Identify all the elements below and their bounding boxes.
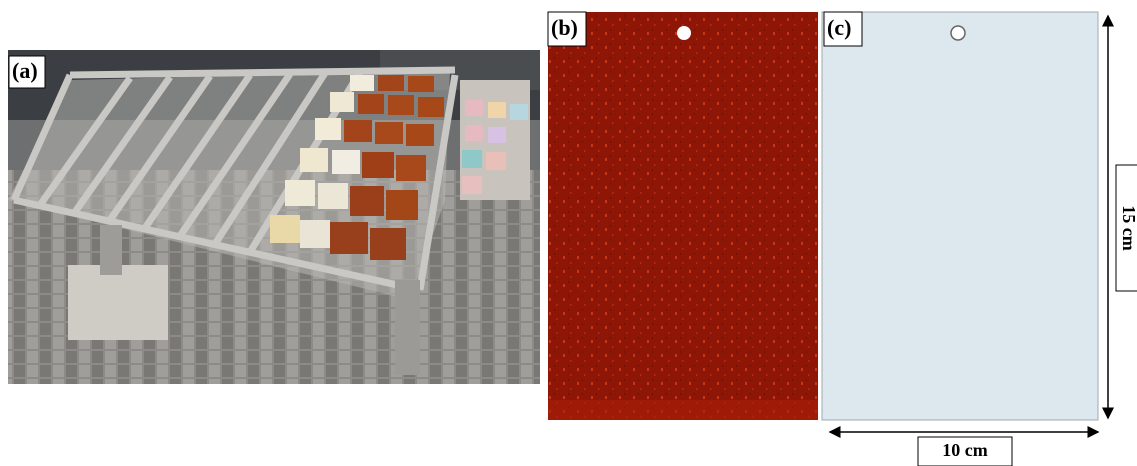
hole (677, 26, 691, 40)
panel-label: (b) (551, 15, 578, 40)
hole (951, 26, 965, 40)
width-label: 10 cm (942, 440, 987, 460)
rust-edge (548, 400, 818, 420)
height-label: 15 cm (1119, 205, 1137, 250)
panel-label: (c) (827, 15, 851, 40)
panel-c-photo (822, 12, 1098, 420)
panel-label: (a) (12, 58, 38, 83)
panel-b-photo (548, 12, 818, 420)
panel-a-photo (8, 50, 540, 384)
figure: (a) (b) (c) 15 cm 10 cm (0, 0, 1137, 466)
